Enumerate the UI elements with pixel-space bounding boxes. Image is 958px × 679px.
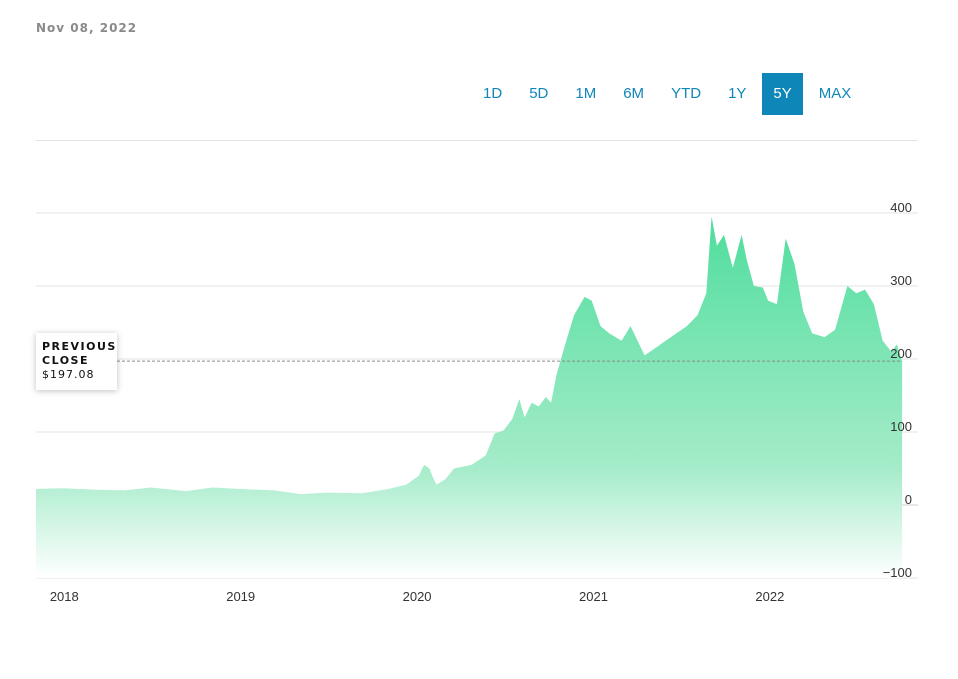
tab-5y[interactable]: 5Y [762,73,803,115]
y-tick-label: −100 [883,565,912,580]
x-tick-label: 2021 [579,589,608,604]
tab-max[interactable]: MAX [818,85,852,102]
previous-close-value: $197.08 [42,368,95,381]
tab-1y[interactable]: 1Y [728,85,747,102]
x-tick-label: 2020 [403,589,432,604]
tab-1m[interactable]: 1M [575,85,597,102]
y-tick-label: 0 [905,492,912,507]
previous-close-title: PREVIOUS CLOSE [42,340,117,367]
y-tick-label: 400 [890,200,912,215]
x-tick-label: 2022 [755,589,784,604]
chart-date: Nov 08, 2022 [36,21,138,35]
top-divider [36,140,918,141]
x-tick-label: 2019 [226,589,255,604]
y-tick-label: 200 [890,346,912,361]
tab-ytd[interactable]: YTD [671,85,702,102]
previous-close-box: PREVIOUS CLOSE $197.08 [36,333,117,390]
tab-1d[interactable]: 1D [483,85,503,102]
y-tick-label: 100 [890,419,912,434]
price-area [36,216,903,578]
tab-5d[interactable]: 5D [529,85,549,102]
x-tick-label: 2018 [50,589,79,604]
y-tick-label: 300 [890,273,912,288]
time-range-tabs: 1D 5D 1M 6M YTD 1Y 5Y MAX [472,73,867,115]
tab-6m[interactable]: 6M [623,85,645,102]
